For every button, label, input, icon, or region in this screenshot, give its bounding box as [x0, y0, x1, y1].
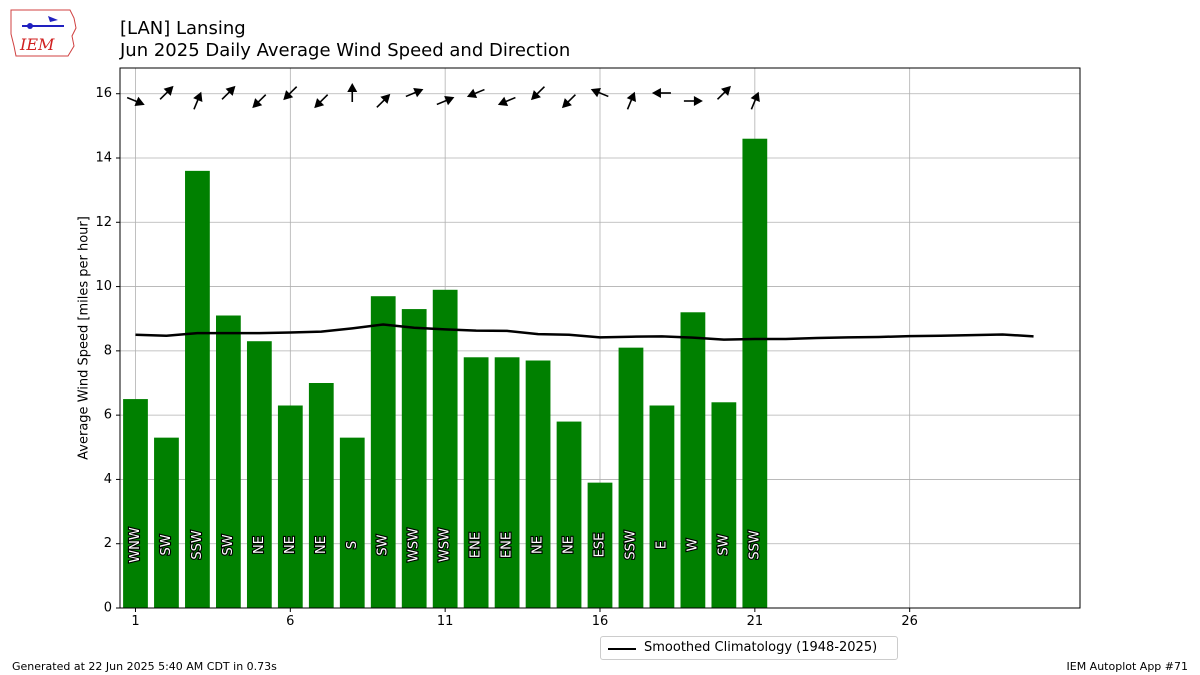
app-id: IEM Autoplot App #71	[1066, 660, 1189, 673]
wind-arrow-day-12	[466, 88, 485, 99]
logo-text: IEM	[19, 35, 55, 54]
direction-label-day-9: SW	[376, 534, 391, 555]
wind-arrow-day-8	[347, 83, 358, 102]
x-tick-label: 11	[437, 614, 454, 629]
bar-day-2	[154, 437, 179, 608]
direction-label-day-15: NE	[562, 536, 577, 554]
wind-arrow-day-18	[651, 88, 671, 98]
bar-day-19	[680, 312, 706, 608]
wind-arrow-day-13	[497, 96, 516, 107]
bar-day-17	[618, 347, 644, 608]
wind-arrow-day-15	[561, 94, 576, 109]
direction-label-day-7: NE	[314, 536, 329, 554]
bar-day-12	[463, 357, 489, 608]
iem-logo: IEM	[8, 6, 80, 60]
wind-arrow-day-3	[193, 91, 203, 110]
x-tick-label: 21	[747, 614, 764, 629]
wind-arrow-day-4	[221, 85, 236, 100]
wind-arrow-day-2	[159, 85, 174, 100]
direction-label-day-20: SW	[716, 534, 731, 555]
direction-label-day-8: S	[345, 541, 360, 549]
legend-line-swatch	[608, 648, 636, 650]
chart-subtitle: Jun 2025 Daily Average Wind Speed and Di…	[120, 40, 571, 61]
y-tick-label: 14	[95, 151, 112, 166]
direction-label-day-2: SW	[159, 534, 174, 555]
direction-label-day-3: SSW	[190, 530, 205, 560]
x-tick-label: 16	[592, 614, 609, 629]
bar-day-15	[556, 421, 582, 608]
direction-label-day-14: NE	[531, 536, 546, 554]
wind-arrow-day-5	[252, 94, 267, 109]
direction-label-day-11: WSW	[438, 528, 453, 562]
wind-arrow-day-14	[530, 86, 545, 101]
wind-arrow-day-7	[314, 94, 329, 109]
direction-label-day-18: E	[654, 541, 669, 549]
bar-day-3	[185, 170, 210, 608]
wind-arrow-day-9	[376, 93, 391, 108]
direction-label-day-13: ENE	[500, 532, 515, 558]
bar-day-21	[742, 138, 768, 608]
bar-day-5	[246, 341, 272, 608]
bar-day-11	[432, 289, 458, 608]
direction-label-day-21: SSW	[747, 530, 762, 560]
bar-day-4	[216, 315, 241, 608]
direction-label-day-6: NE	[283, 536, 298, 554]
y-tick-label: 6	[104, 408, 112, 423]
x-tick-label: 1	[131, 614, 139, 629]
x-tick-label: 26	[901, 614, 918, 629]
bar-day-13	[494, 357, 520, 608]
direction-label-day-17: SSW	[623, 530, 638, 560]
bar-day-7	[308, 383, 334, 608]
bar-day-10	[401, 309, 427, 608]
bar-day-9	[370, 296, 396, 608]
generated-timestamp: Generated at 22 Jun 2025 5:40 AM CDT in …	[12, 660, 277, 673]
chart-title: [LAN] Lansing	[120, 18, 246, 39]
y-tick-label: 16	[95, 86, 112, 101]
direction-label-day-4: SW	[221, 534, 236, 555]
wind-arrow-day-10	[405, 87, 424, 98]
direction-label-day-19: W	[685, 538, 700, 551]
wind-arrow-day-21	[750, 91, 760, 110]
y-tick-label: 8	[104, 343, 112, 358]
direction-label-day-5: NE	[252, 536, 267, 554]
direction-label-day-16: ESE	[593, 533, 608, 558]
legend-label: Smoothed Climatology (1948-2025)	[644, 640, 878, 655]
wind-arrow-day-1	[126, 96, 145, 107]
direction-label-day-10: WSW	[407, 528, 422, 562]
wind-arrow-day-16	[590, 87, 609, 98]
y-tick-label: 4	[104, 472, 112, 487]
direction-label-day-1: WNW	[128, 527, 143, 563]
climatology-line	[135, 323, 1034, 341]
y-axis-label: Average Wind Speed [miles per hour]	[77, 216, 92, 460]
y-tick-label: 2	[104, 536, 112, 551]
y-tick-label: 12	[95, 215, 112, 230]
bar-day-8	[339, 437, 365, 608]
x-tick-label: 6	[286, 614, 294, 629]
wind-arrow-day-20	[716, 85, 731, 100]
wind-arrow-day-11	[436, 95, 455, 106]
wind-arrow-day-19	[683, 96, 703, 106]
bar-day-6	[277, 405, 303, 608]
wind-arrow-day-17	[626, 91, 636, 110]
wind-arrow-day-6	[283, 86, 298, 101]
bar-day-16	[587, 482, 613, 608]
direction-label-day-12: ENE	[469, 532, 484, 558]
legend: Smoothed Climatology (1948-2025)	[600, 636, 898, 660]
bar-day-14	[525, 360, 551, 608]
bar-day-18	[649, 405, 675, 608]
y-tick-label: 0	[104, 601, 112, 616]
bar-day-20	[711, 402, 737, 608]
bar-day-1	[123, 399, 148, 608]
y-tick-label: 10	[95, 279, 112, 294]
